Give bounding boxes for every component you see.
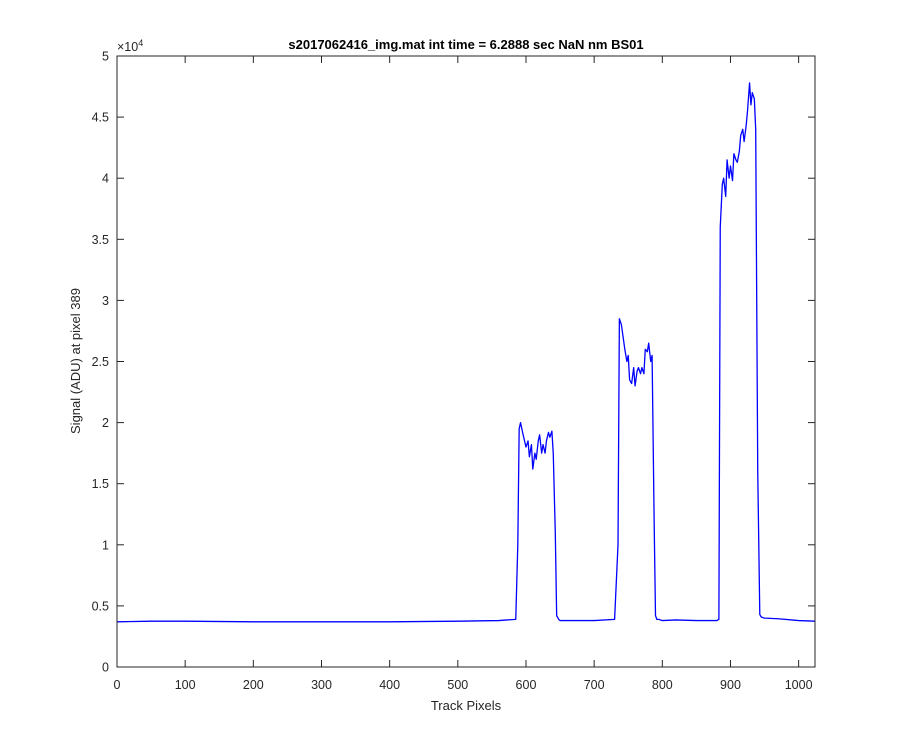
x-tick-label: 700 [584, 678, 605, 692]
y-tick-label: 4.5 [92, 111, 109, 125]
x-tick-label: 900 [720, 678, 741, 692]
series-layer [116, 82, 816, 623]
x-axis-label: Track Pixels [431, 698, 502, 713]
x-tick-label: 100 [175, 678, 196, 692]
x-tick-label: 800 [652, 678, 673, 692]
x-tick-label: 400 [379, 678, 400, 692]
y-tick-label: 0.5 [92, 599, 109, 613]
y-exponent-power: 4 [138, 38, 143, 48]
x-tick-label: 0 [114, 678, 121, 692]
y-tick-label: 3 [102, 294, 109, 308]
x-tick-label: 200 [243, 678, 264, 692]
y-tick-label: 5 [102, 50, 109, 64]
y-tick-label: 2 [102, 416, 109, 430]
y-tick-label: 1.5 [92, 477, 109, 491]
plot-area [117, 56, 815, 667]
y-tick-label: 1 [102, 538, 109, 552]
y-axis-label: Signal (ADU) at pixel 389 [68, 288, 83, 434]
y-axis-exponent: ×104 [117, 38, 143, 54]
y-exponent-base: ×10 [117, 40, 138, 54]
x-tick-label: 1000 [785, 678, 813, 692]
axes-layer: 0 100 200 300 400 500 600 700 800 900 1000 0 0.5 1 1.5… [92, 50, 816, 692]
y-tick-label: 2.5 [92, 355, 109, 369]
x-tick-label: 500 [447, 678, 468, 692]
chart-title: s2017062416_img.mat int time = 6.2888 se… [288, 37, 643, 52]
series-line-0 [116, 82, 816, 623]
x-tick-label: 300 [311, 678, 332, 692]
y-tick-label: 4 [102, 172, 109, 186]
y-tick-label: 0 [102, 661, 109, 675]
y-tick-label: 3.5 [92, 233, 109, 247]
x-tick-label: 600 [516, 678, 537, 692]
